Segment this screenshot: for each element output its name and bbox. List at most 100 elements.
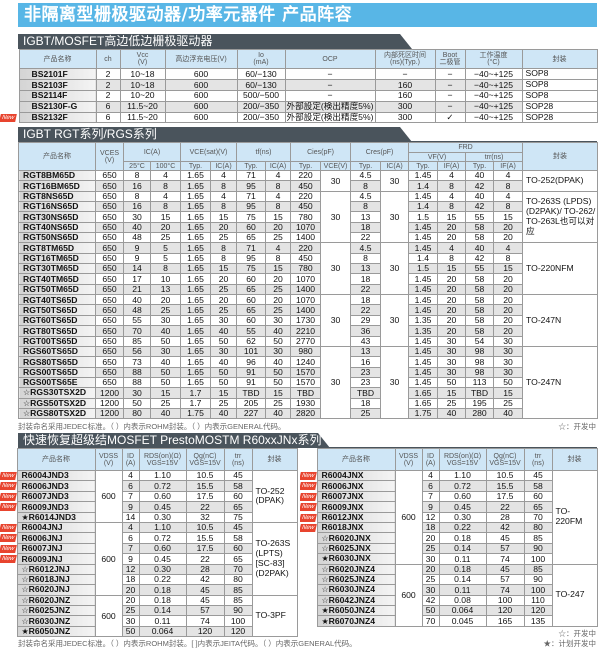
column-header: IC(A) (123, 142, 181, 162)
table-cell: 88 (123, 376, 151, 389)
table-row: ☆R6020JNJ 20 0.18 45 85 (0, 584, 297, 596)
package-cell: TO-247N (522, 345, 599, 420)
open-star-icon: ☆ (21, 575, 29, 585)
badge-cell: New (300, 512, 317, 523)
table-cell: 57 (485, 573, 525, 586)
product-name: ☆RGS80TSX2D (18, 407, 96, 420)
table-cell: 8 (123, 169, 151, 182)
table-cell: 70 (421, 615, 440, 627)
table-cell: 25 (150, 232, 181, 244)
table-cell: 22 (350, 304, 382, 316)
table-cell: 650 (95, 304, 124, 316)
product-name-text: R6004JNJ (21, 522, 63, 533)
table-cell: 1400 (290, 304, 322, 316)
table-cell: 58 (465, 283, 495, 296)
table-cell: 15 (265, 387, 292, 399)
vdss-cell: 600 (94, 594, 123, 638)
table-cell: 98 (465, 366, 495, 378)
product-name: ☆RGS50TSX2D (18, 397, 96, 409)
table-cell: 58 (465, 325, 495, 337)
table-cell: 50 (150, 335, 181, 347)
product-name-text: RGT50NS65D (23, 232, 79, 243)
table-cell: 74 (485, 553, 525, 565)
table-row: RGT40TS65D 650 40 20 1.65 20 60 20 1070 30 18 30 1.4… (18, 294, 599, 347)
table-cell: 20 (493, 273, 524, 285)
table-cell: 17.5 (185, 542, 225, 555)
table-row: BS2130F-G 6 11.5~20 600 200/−350 外部設定(検出精度5%)… (0, 100, 598, 113)
product-name: RGT50TS65D (18, 304, 96, 316)
new-badge-icon: New (0, 472, 17, 481)
table-cell: 110 (523, 594, 553, 607)
column-header: VF(V) (408, 152, 467, 162)
table-cell: 280 (465, 407, 495, 420)
product-name-text: R6009JNJ (21, 553, 63, 564)
product-name-text: R6006JND3 (21, 480, 69, 491)
igbt-table: 产品名称 VCES (V) IC(A) VCE(sat)(V) tf(ns) Cies(p… (18, 142, 599, 420)
table-cell: 1.45 (408, 376, 439, 389)
new-badge-icon: New (0, 503, 17, 512)
table-row: RGS60TS65D 650 56 30 1.65 30 101 30 980 30 13 30 1.4… (18, 345, 599, 420)
table-cell: 60 (523, 490, 553, 503)
table-cell: 95 (236, 180, 267, 192)
table-cell: 4 (265, 169, 292, 182)
badge-cell: New (0, 470, 17, 481)
package-cell: TO-247N (522, 294, 599, 347)
igbt-footnote: 封装命名采用JEDEC标准。（ ）内表示ROHM封装。（ ）内表示GENERAL… (18, 422, 286, 431)
table-cell: 1.65 (180, 376, 211, 389)
product-name-text: R6018JNJ (28, 574, 70, 585)
table-row: RGS00TS65D 650 88 50 1.65 50 91 50 1570 23 1.45 30 9… (18, 366, 598, 378)
column-header: Qg(nC) VGS=15V (485, 448, 525, 471)
cies-vce-cell: 30 (320, 294, 352, 347)
badge-cell: New (0, 501, 17, 513)
table-cell: 8 (437, 252, 467, 265)
table-cell: 30 (150, 314, 181, 327)
table-cell: − (434, 78, 466, 91)
table-cell: TBD (236, 387, 267, 399)
badge-cell (0, 564, 17, 575)
table-cell: 40 (265, 325, 292, 337)
product-name: R6006JNJ (16, 532, 96, 544)
badge-cell (300, 584, 317, 596)
badge-cell (300, 532, 317, 544)
table-cell: 55 (465, 263, 495, 275)
product-name-text: RGT30NS65D (23, 211, 79, 222)
table-cell: 5 (150, 252, 181, 265)
table-cell: 17 (123, 273, 151, 285)
table-cell: 4 (121, 469, 140, 482)
table-cell: 30 (421, 584, 440, 596)
table-cell: 40 (209, 356, 238, 368)
open-star-icon: ☆ (321, 595, 329, 605)
table-row: ☆R6030JNZ 30 0.11 74 100 (0, 615, 297, 627)
table-cell: 65 (236, 232, 267, 244)
new-badge-icon: New (0, 113, 17, 122)
table-cell: 1.5 (408, 263, 439, 275)
table-cell: 1.10 (438, 469, 487, 482)
product-name: RGT60TS65D (18, 314, 96, 327)
open-star-icon: ☆ (321, 585, 329, 595)
table-cell: 50 (437, 376, 467, 389)
column-header: VCE(V) (320, 161, 352, 171)
cres-ic-cell: 30 (380, 345, 410, 420)
table-cell: 10~18 (119, 78, 166, 91)
table-cell: 90 (223, 605, 253, 617)
table-cell: 56 (123, 345, 151, 358)
table-cell: 650 (95, 314, 124, 327)
table-cell: 40 (493, 407, 524, 420)
table-cell: 60 (236, 294, 267, 306)
table-cell: 74 (485, 584, 525, 596)
badge-cell (300, 564, 317, 575)
table-cell: 13 (350, 263, 382, 275)
column-header: 产品名称 (18, 49, 97, 69)
legend-planned: ★：计划开发中 (543, 639, 597, 648)
table-cell: 54 (465, 335, 495, 347)
table-cell: TBD (290, 387, 322, 399)
table-row: RGT8TM65D 650 9 5 1.65 8 71 4 220 30 4.5 30 1.45 4 40 4… (18, 242, 599, 296)
table-cell: 120 (485, 605, 525, 617)
table-cell: 4 (121, 521, 140, 534)
badge-cell: New (300, 501, 317, 513)
table-cell: 1.65 (180, 242, 211, 254)
table-cell: 65 (236, 304, 267, 316)
table-row: New R6007JNJ 7 0.60 17.5 60 (0, 542, 297, 555)
table-cell: 40 (465, 169, 495, 182)
column-header: VDSS (V) (394, 448, 423, 471)
